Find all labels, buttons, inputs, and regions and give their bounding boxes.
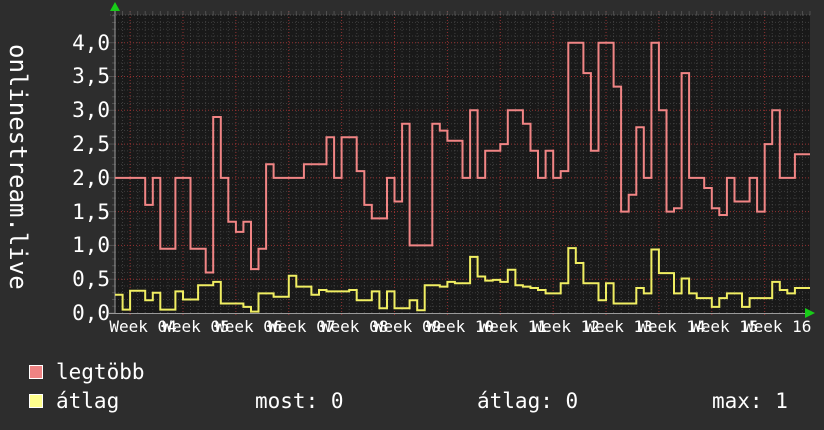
x-axis-label: Week 12 (532, 317, 600, 336)
x-axis-label: Week 10 (426, 317, 495, 336)
x-axis-label: Week 08 (320, 317, 389, 336)
x-axis-label: Week 07 (268, 317, 336, 336)
legend-swatch-legtobb (29, 365, 43, 379)
y-axis-tick-label: 2,5 (72, 132, 110, 157)
x-axis-label: Week 16 (743, 317, 812, 336)
y-axis-tick-label: 1,0 (72, 233, 110, 258)
x-axis-label: Week 11 (479, 317, 547, 336)
y-axis-tick-label: 3,0 (72, 98, 110, 123)
stat-atlag: átlag: 0 (477, 389, 579, 413)
x-axis-arrow-icon (805, 308, 815, 318)
x-axis-label: Week 15 (691, 317, 759, 336)
y-axis-tick-label: 0,5 (72, 267, 110, 292)
y-axis-tick-label: 3,5 (72, 64, 110, 89)
y-axis-tick-label: 0,0 (72, 301, 110, 325)
series-line-legtobb (115, 41, 810, 274)
stat-max: max: 1 (712, 389, 788, 413)
legend-swatch-atlag (29, 394, 43, 408)
x-axis-label: Week 06 (215, 317, 283, 336)
stat-most: most: 0 (255, 389, 344, 413)
x-axis-label: Week 13 (585, 317, 653, 336)
y-axis-tick-label: 2,0 (72, 165, 110, 190)
x-axis-label: Week 14 (638, 317, 706, 336)
x-axis-label: Week 09 (373, 317, 442, 336)
y-axis-title: onlinestream.live (4, 44, 32, 290)
legend-label-atlag: átlag (56, 389, 120, 413)
y-axis-arrow-icon (110, 2, 120, 11)
series-line-atlag (115, 247, 810, 313)
x-axis-label: Week 05 (162, 317, 230, 336)
y-axis-tick-label: 4,0 (72, 30, 110, 55)
legend-label-legtobb: legtöbb (56, 360, 145, 384)
x-axis-label: Week 04 (109, 317, 177, 336)
y-axis-tick-label: 1,5 (72, 199, 110, 224)
